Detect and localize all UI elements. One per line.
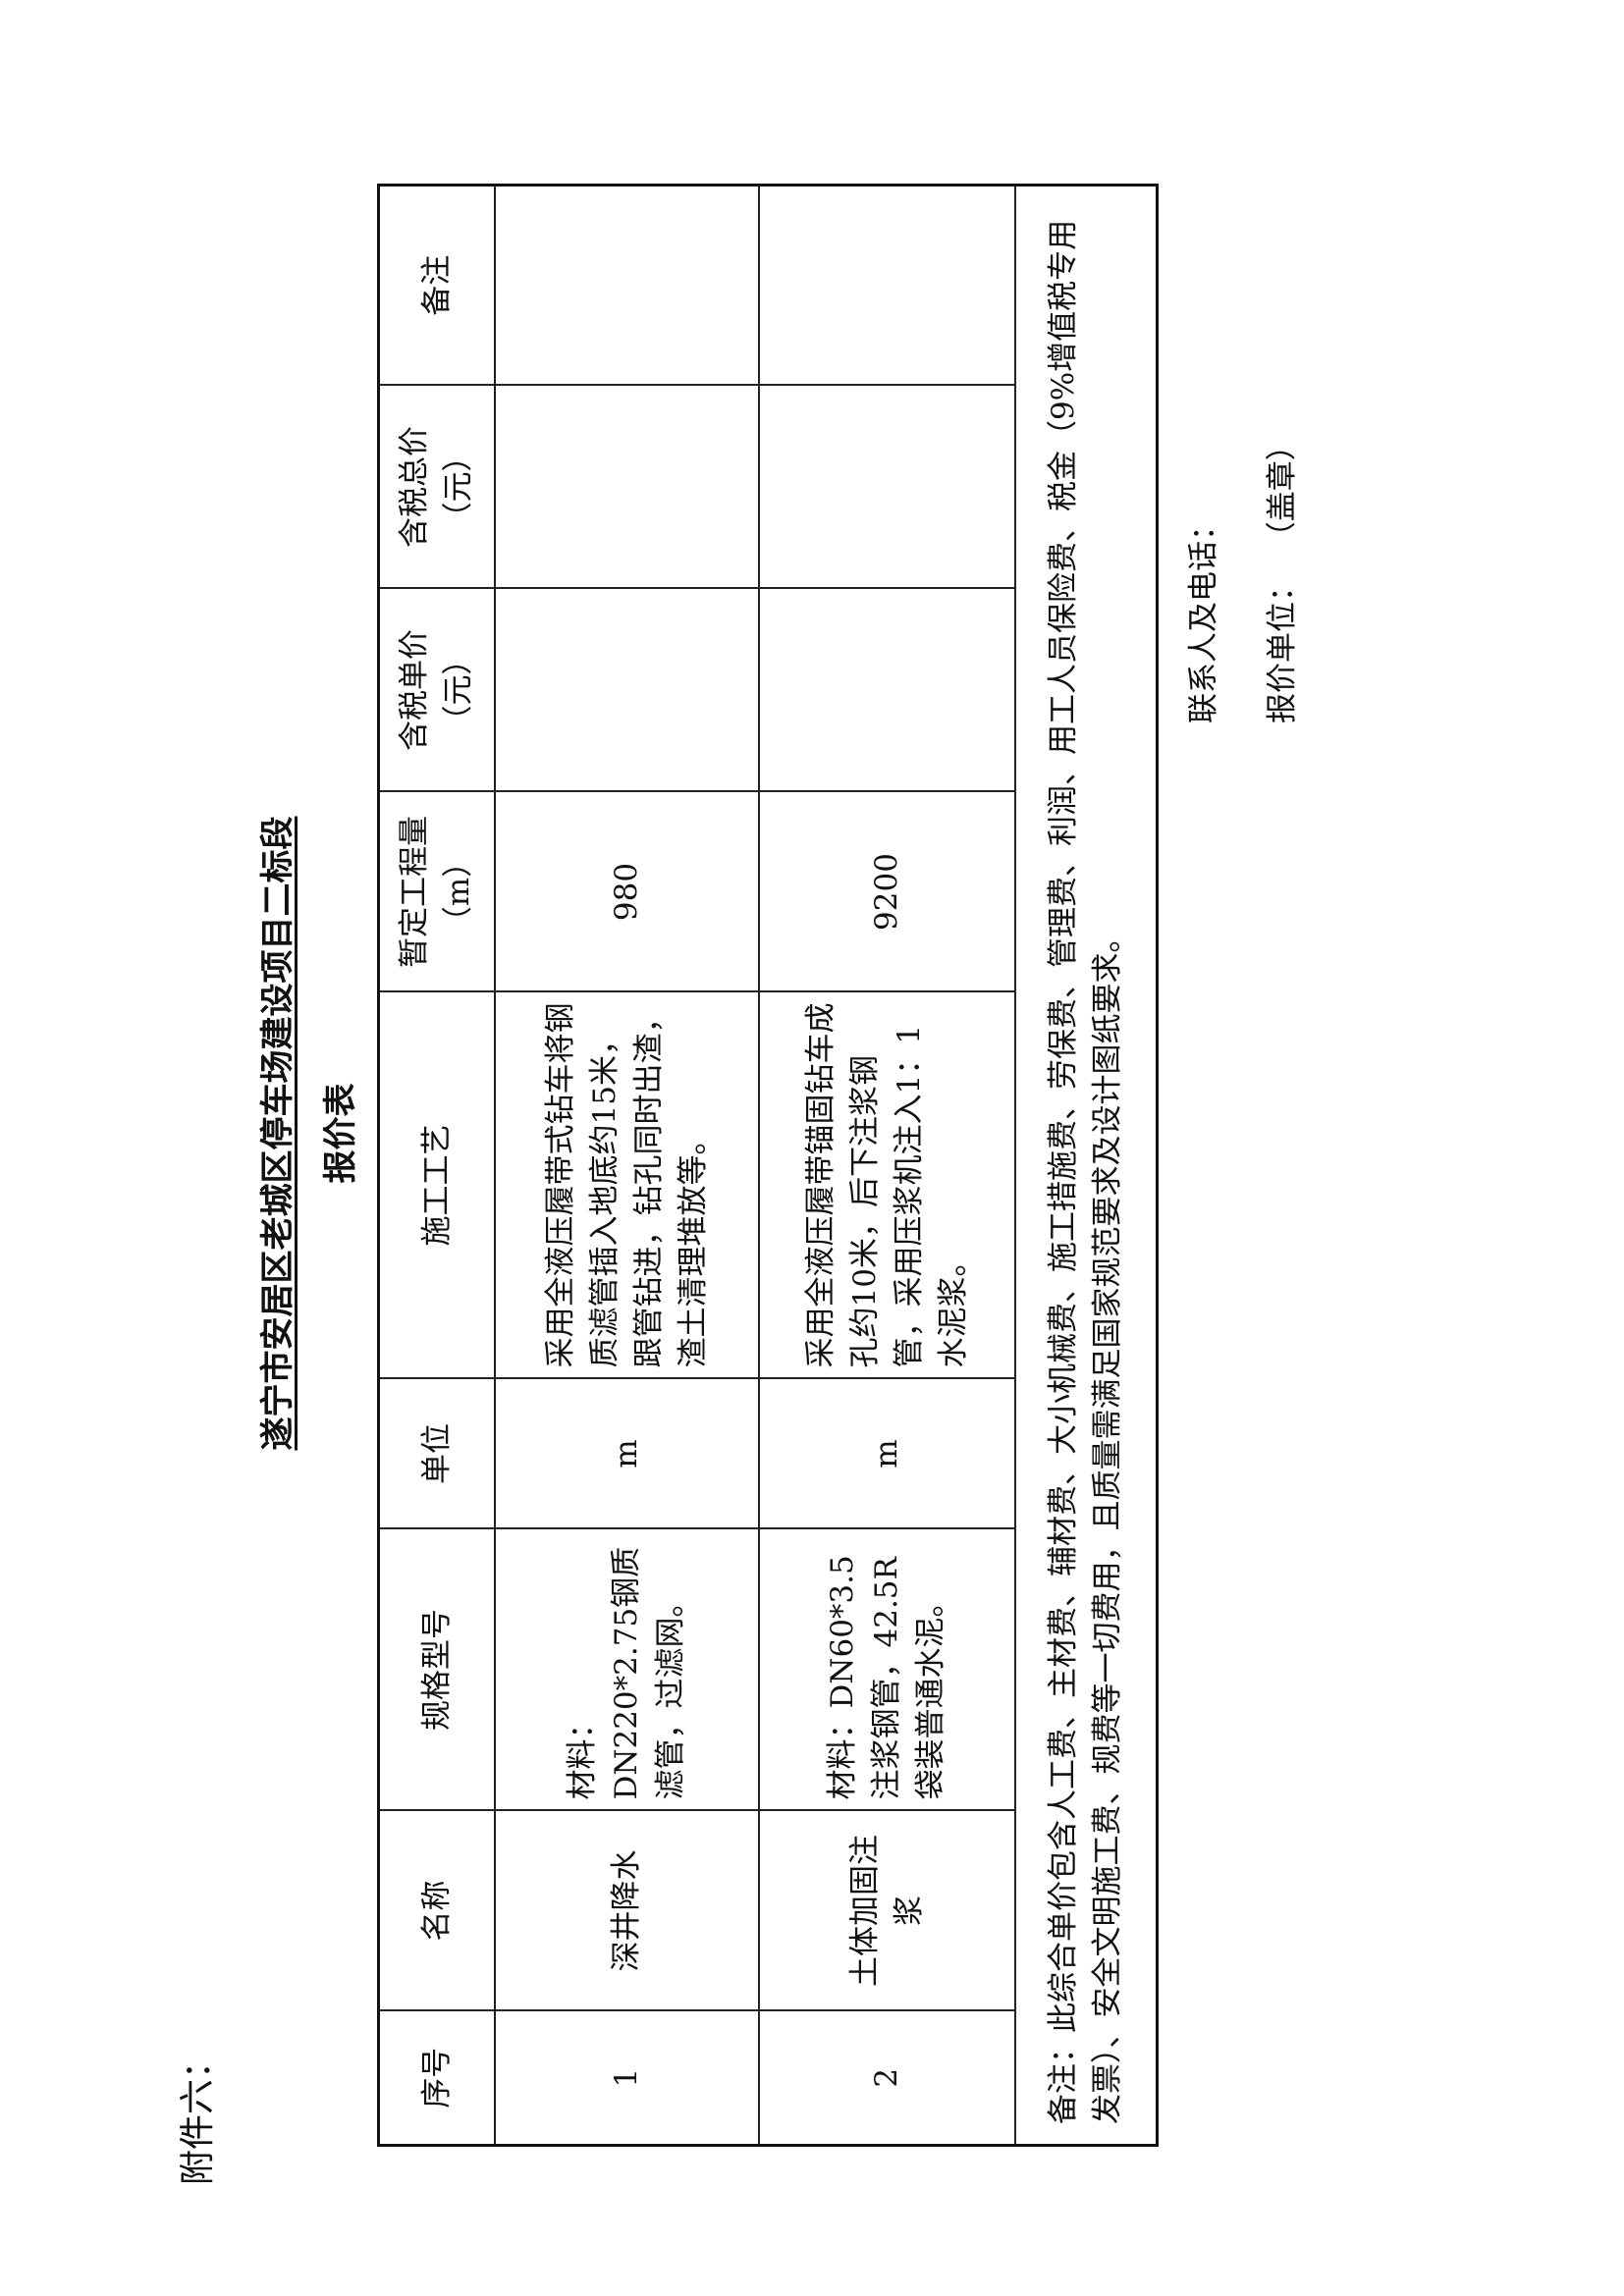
cell-spec: 材料：DN60*3.5注浆钢管，42.5R袋装普通水泥。 [759,1528,1015,1811]
header-total-price: 含税总价（元） [378,385,495,589]
header-label: 序号 [418,2047,455,2109]
cell-unit: m [495,1378,759,1529]
header-label: 含税总价（元） [397,426,476,548]
cell-name: 土体加固注浆 [759,1810,1015,2011]
content-area: 序号 名称 规格型号 单位 施工工艺 暂定工程量（m） 含税单价（元） 含税总价… [377,184,1302,2147]
header-remark: 备注 [378,185,495,386]
header-process: 施工工艺 [378,991,495,1379]
quoting-unit: 报价单位： （盖章） [1263,187,1302,723]
header-label: 名称 [418,1880,455,1942]
header-label: 暂定工程量（m） [397,816,476,968]
quoting-unit-label: 报价单位： [1265,571,1300,723]
process-text: 采用全液压履带式钻车将钢质滤管插入地底约15米，跟管钻进，钻孔同时出渣，渣土清理… [542,1002,711,1368]
cell-unit-price[interactable] [495,588,759,792]
cell-process: 采用全液压履带式钻车将钢质滤管插入地底约15米，跟管钻进，钻孔同时出渣，渣土清理… [495,991,759,1379]
cell-no: 1 [495,2010,759,2146]
header-label: 单位 [418,1423,455,1484]
cell-no: 2 [759,2010,1015,2146]
cell-name: 深井降水 [495,1810,759,2011]
header-unit: 单位 [378,1378,495,1529]
attachment-label: 附件六： [178,2043,218,2185]
table-note-row: 备注：此综合单价包含人工费、主材费、辅材费、大小机械费、施工措施费、劳保费、管理… [1015,185,1158,2146]
cell-unit-price[interactable] [759,588,1015,792]
seal-label: （盖章） [1265,430,1300,553]
cell-total-price[interactable] [759,385,1015,589]
header-quantity: 暂定工程量（m） [378,791,495,992]
document-subtitle: 报价表 [321,1083,360,1184]
quote-table: 序号 名称 规格型号 单位 施工工艺 暂定工程量（m） 含税单价（元） 含税总价… [377,184,1159,2147]
header-no: 序号 [378,2010,495,2146]
header-unit-price: 含税单价（元） [378,588,495,792]
table-note: 备注：此综合单价包含人工费、主材费、辅材费、大小机械费、施工措施费、劳保费、管理… [1015,185,1158,2146]
header-name: 名称 [378,1810,495,2011]
cell-unit: m [759,1378,1015,1529]
name-text: 土体加固注浆 [846,1835,927,1987]
cell-process: 采用全液压履带锚固钻车成孔约10米，后下注浆钢管，采用压浆机注入1：1水泥浆。 [759,991,1015,1379]
header-spec: 规格型号 [378,1528,495,1811]
header-label: 规格型号 [418,1609,455,1731]
header-label: 备注 [418,254,455,316]
contact-label: 联系人及电话： [1186,510,1221,723]
header-label: 施工工艺 [418,1124,455,1247]
process-text: 采用全液压履带锚固钻车成孔约10米，后下注浆钢管，采用压浆机注入1：1水泥浆。 [802,1002,971,1368]
table-row: 1 深井降水 材料：DN220*2.75钢质滤管，过滤网。 m 采用全液压履带式… [495,185,759,2146]
header-label: 含税单价（元） [397,629,476,751]
cell-spec: 材料：DN220*2.75钢质滤管，过滤网。 [495,1528,759,1811]
spec-text: 材料：DN220*2.75钢质滤管，过滤网。 [565,1546,688,1800]
table-row: 2 土体加固注浆 材料：DN60*3.5注浆钢管，42.5R袋装普通水泥。 m … [759,185,1015,2146]
footer: 联系人及电话： 报价单位： （盖章） [1159,187,1302,723]
spec-text: 材料：DN60*3.5注浆钢管，42.5R袋装普通水泥。 [825,1555,948,1800]
cell-quantity: 980 [495,791,759,992]
cell-quantity: 9200 [759,791,1015,992]
cell-total-price[interactable] [495,385,759,589]
document-title: 遂宁市安居区老城区停车场建设项目二标段 [258,816,298,1451]
cell-remark[interactable] [759,185,1015,386]
cell-remark[interactable] [495,185,759,386]
table-header-row: 序号 名称 规格型号 单位 施工工艺 暂定工程量（m） 含税单价（元） 含税总价… [378,185,495,2146]
